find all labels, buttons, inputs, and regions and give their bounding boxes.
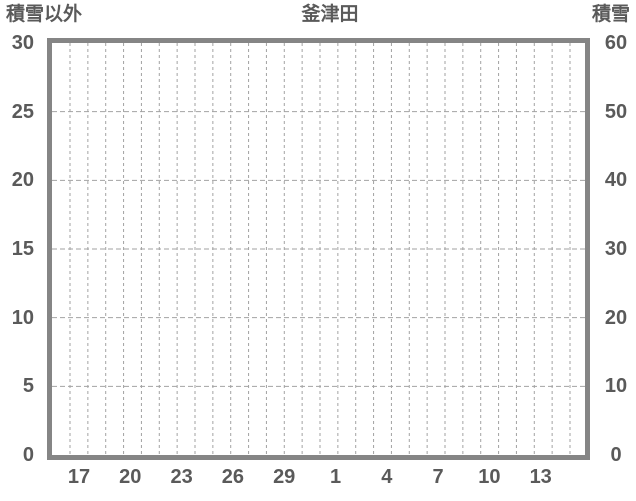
grid-lines — [52, 43, 585, 455]
right-axis-tick-label: 40 — [604, 169, 628, 192]
left-axis-tick-label: 0 — [22, 444, 34, 466]
left-axis-tick-label: 15 — [11, 238, 34, 260]
x-axis-tick-label: 7 — [432, 466, 444, 488]
x-axis-tick-label: 1 — [329, 466, 342, 488]
left-axis-tick-label: 25 — [11, 100, 34, 123]
right-axis-tick-label: 0 — [610, 444, 622, 466]
x-axis-tick-label: 26 — [221, 466, 245, 488]
chart-title: 釜津田 — [301, 4, 359, 25]
x-axis-tick-label: 17 — [67, 466, 91, 488]
left-axis-tick-label: 10 — [11, 306, 34, 329]
right-axis-tick-label: 60 — [604, 32, 628, 54]
x-axis-tick-label: 20 — [119, 466, 142, 488]
x-axis-tick-label: 4 — [381, 466, 393, 488]
right-axis-tick-label: 20 — [604, 306, 628, 329]
left-axis-title: 積雪以外 — [6, 4, 83, 25]
plot-area — [47, 38, 590, 460]
left-axis-tick-label: 30 — [11, 32, 34, 54]
right-axis-tick-label: 50 — [604, 100, 628, 123]
right-axis-tick-label: 30 — [604, 238, 628, 260]
right-axis-tick-label: 10 — [604, 375, 628, 398]
x-axis-tick-label: 10 — [478, 466, 501, 488]
left-axis-tick-label: 5 — [22, 375, 34, 398]
x-axis-tick-label: 29 — [273, 466, 296, 488]
right-axis-title: 積雪 — [591, 4, 630, 25]
left-axis-tick-label: 20 — [11, 169, 34, 192]
x-axis-tick-label: 13 — [529, 466, 552, 488]
x-axis-tick-label: 23 — [170, 466, 193, 488]
